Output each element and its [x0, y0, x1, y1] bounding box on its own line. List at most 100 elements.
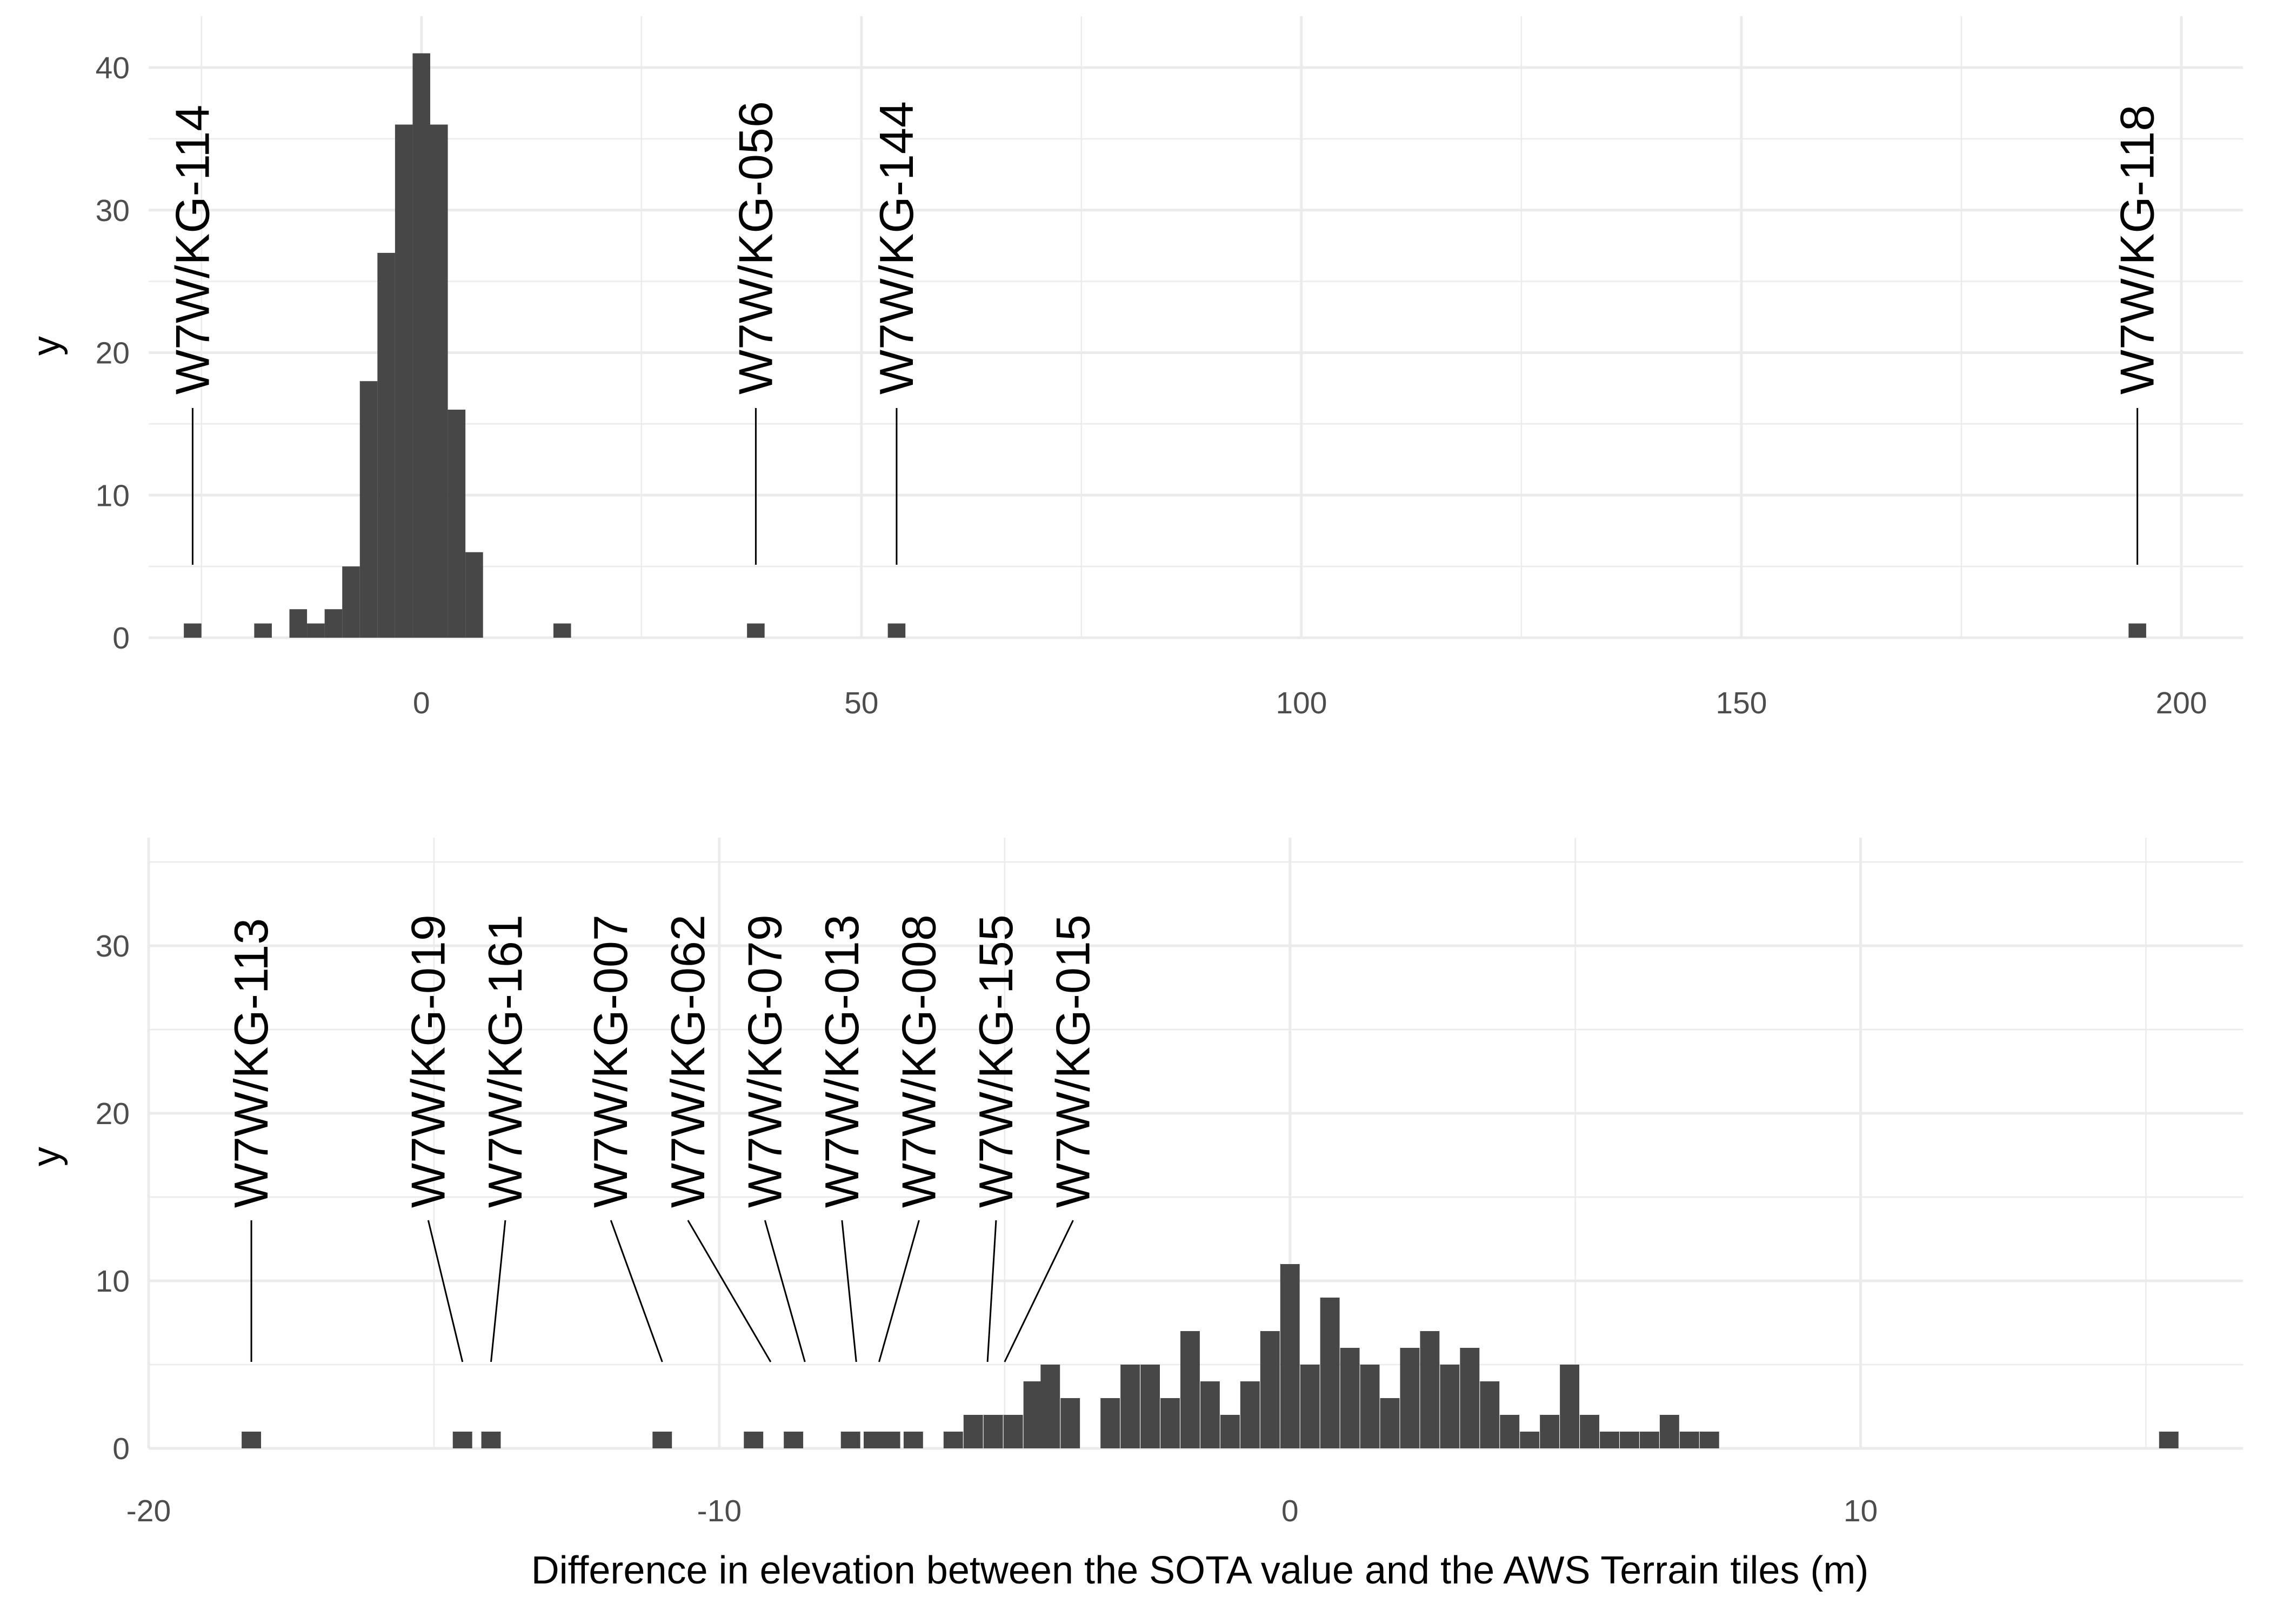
histogram-bar [963, 1415, 983, 1448]
annotation-leader-line [490, 1220, 506, 1362]
summit-annotation-label: W7W/KG-056 [729, 101, 782, 395]
histogram-bar [1620, 1432, 1639, 1448]
summit-annotation-label: W7W/KG-113 [224, 918, 278, 1208]
top-bars [184, 53, 2146, 638]
histogram-bar [943, 1432, 963, 1448]
histogram-bar [1560, 1365, 1580, 1448]
x-tick-label: 100 [1276, 686, 1327, 720]
top-grid [149, 16, 2243, 639]
histogram-bar [863, 1432, 883, 1448]
histogram-bar [1023, 1381, 1043, 1448]
histogram-bar [1100, 1398, 1120, 1448]
y-tick-label: 10 [96, 1264, 130, 1299]
annotation-leader-line [687, 1220, 772, 1362]
y-tick-label: 30 [96, 193, 130, 228]
histogram-bar [744, 1432, 764, 1448]
histogram-bar [184, 623, 202, 638]
histogram-bar [377, 252, 395, 638]
x-tick-label: 150 [1715, 686, 1767, 720]
x-axis-title: Difference in elevation between the SOTA… [531, 1549, 1869, 1592]
x-tick-label: -10 [697, 1494, 742, 1528]
summit-annotation-label: W7W/KG-015 [1046, 914, 1099, 1208]
summit-annotation-label: W7W/KG-008 [892, 914, 945, 1208]
histogram-bar [983, 1415, 1003, 1448]
histogram-bar [1500, 1415, 1520, 1448]
y-tick-label: 20 [96, 1097, 130, 1131]
bottom-y-axis-title: y [25, 1147, 68, 1166]
histogram-bar [1200, 1381, 1220, 1448]
histogram-bar [1400, 1348, 1420, 1448]
histogram-bar [395, 124, 413, 638]
histogram-bar [1520, 1432, 1540, 1448]
x-tick-label: 0 [413, 686, 430, 720]
histogram-bar [1180, 1331, 1200, 1448]
histogram-bar [359, 381, 378, 638]
histogram-bar [412, 53, 431, 638]
x-tick-label: 200 [2155, 686, 2207, 720]
x-tick-label: 50 [844, 686, 878, 720]
histogram-bar [1240, 1381, 1260, 1448]
histogram-bar [784, 1432, 804, 1448]
histogram-bar [1120, 1365, 1140, 1448]
summit-annotation-label: W7W/KG-079 [738, 914, 791, 1208]
y-tick-label: 0 [112, 1432, 130, 1466]
summit-annotation-label: W7W/KG-007 [584, 914, 637, 1208]
histogram-bar [452, 1432, 472, 1448]
annotation-leader-line [764, 1220, 806, 1362]
y-tick-label: 20 [96, 336, 130, 371]
annotation-leader-line [1004, 1220, 1074, 1362]
histogram-bar [840, 1432, 860, 1448]
histogram-bar [1380, 1398, 1400, 1448]
summit-annotation-label: W7W/KG-155 [969, 914, 1023, 1208]
top-annotations: W7W/KG-114 W7W/KG-056 W7W/KG-144 W7W/KG-118 [165, 101, 2164, 565]
histogram-bar [1340, 1348, 1360, 1448]
histogram-bar [324, 609, 343, 638]
annotation-leader-line [841, 1220, 857, 1362]
top-y-axis-title: y [25, 336, 68, 356]
bottom-tick-labels: -20 -10 0 10 0 10 20 30 [96, 929, 1878, 1528]
y-tick-label: 40 [96, 51, 130, 85]
histogram-bar [307, 623, 325, 638]
histogram-bar [1600, 1432, 1619, 1448]
histogram-bar [448, 410, 466, 638]
histogram-bar [289, 609, 308, 638]
histogram-bar [1580, 1415, 1599, 1448]
histogram-bar [1699, 1432, 1719, 1448]
histogram-bar [1220, 1415, 1240, 1448]
histogram-bar [887, 623, 906, 638]
x-tick-label: -20 [126, 1494, 171, 1528]
x-tick-label: 0 [1281, 1494, 1299, 1528]
histogram-bar [747, 623, 765, 638]
summit-annotation-label: W7W/KG-019 [401, 914, 455, 1208]
histogram-bar [254, 623, 272, 638]
histogram-bar [1260, 1331, 1280, 1448]
x-tick-label: 10 [1844, 1494, 1878, 1528]
histogram-bar [2128, 623, 2146, 638]
histogram-bar [880, 1432, 900, 1448]
top-histogram-panel: W7W/KG-114 W7W/KG-056 W7W/KG-144 W7W/KG-118… [25, 16, 2243, 720]
summit-annotation-label: W7W/KG-114 [165, 105, 219, 395]
annotation-leader-line [986, 1220, 997, 1362]
histogram-bar [481, 1432, 501, 1448]
annotation-leader-line [427, 1220, 464, 1362]
y-tick-label: 30 [96, 929, 130, 964]
histogram-bar [1659, 1415, 1679, 1448]
histogram-bar [1060, 1398, 1080, 1448]
histogram-bar [903, 1432, 923, 1448]
histogram-bar [342, 566, 360, 638]
histogram-bar [1480, 1381, 1500, 1448]
histogram-bar [1360, 1365, 1380, 1448]
histogram-bar [1300, 1365, 1320, 1448]
histogram-bar [1440, 1365, 1460, 1448]
histogram-bar [430, 124, 448, 638]
histogram-bar [465, 552, 483, 638]
histogram-bar [1003, 1415, 1023, 1448]
histogram-bar [1040, 1365, 1060, 1448]
summit-annotation-label: W7W/KG-161 [478, 914, 532, 1208]
histogram-bar [2159, 1432, 2179, 1448]
bottom-annotations: W7W/KG-113 W7W/KG-019 W7W/KG-161 W7W/KG-007… [224, 914, 1099, 1362]
summit-annotation-label: W7W/KG-013 [815, 914, 869, 1208]
annotation-leader-line [878, 1220, 920, 1362]
